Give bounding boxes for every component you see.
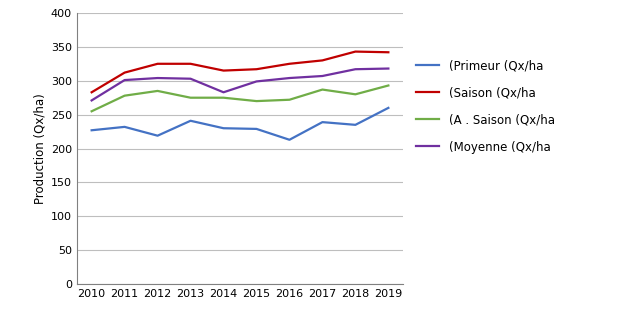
(Moyenne (Qx/ha	[187, 77, 195, 81]
(Saison (Qx/ha	[88, 90, 95, 94]
(Moyenne (Qx/ha	[220, 90, 227, 94]
Line: (Primeur (Qx/ha: (Primeur (Qx/ha	[92, 108, 388, 140]
(Saison (Qx/ha	[319, 58, 326, 62]
Legend: (Primeur (Qx/ha, (Saison (Qx/ha, (A . Saison (Qx/ha, (Moyenne (Qx/ha: (Primeur (Qx/ha, (Saison (Qx/ha, (A . Sa…	[415, 59, 555, 154]
(Primeur (Qx/ha	[285, 138, 293, 142]
Line: (Saison (Qx/ha: (Saison (Qx/ha	[92, 52, 388, 92]
(Primeur (Qx/ha	[253, 127, 260, 131]
Y-axis label: Production (Qx/ha): Production (Qx/ha)	[34, 93, 47, 204]
(Primeur (Qx/ha	[220, 126, 227, 130]
(Primeur (Qx/ha	[121, 125, 129, 129]
Line: (A . Saison (Qx/ha: (A . Saison (Qx/ha	[92, 86, 388, 111]
(A . Saison (Qx/ha	[220, 96, 227, 99]
(Saison (Qx/ha	[253, 67, 260, 71]
(Saison (Qx/ha	[187, 62, 195, 66]
(A . Saison (Qx/ha	[385, 84, 392, 88]
(Moyenne (Qx/ha	[351, 67, 359, 71]
(A . Saison (Qx/ha	[187, 96, 195, 99]
(Saison (Qx/ha	[351, 50, 359, 54]
(Saison (Qx/ha	[154, 62, 161, 66]
(A . Saison (Qx/ha	[121, 94, 129, 98]
(Primeur (Qx/ha	[88, 128, 95, 132]
(Saison (Qx/ha	[121, 71, 129, 75]
(Saison (Qx/ha	[220, 68, 227, 72]
(A . Saison (Qx/ha	[285, 98, 293, 102]
(Saison (Qx/ha	[385, 50, 392, 54]
(A . Saison (Qx/ha	[88, 109, 95, 113]
(Primeur (Qx/ha	[154, 134, 161, 138]
Line: (Moyenne (Qx/ha: (Moyenne (Qx/ha	[92, 68, 388, 100]
(A . Saison (Qx/ha	[253, 99, 260, 103]
(Moyenne (Qx/ha	[385, 67, 392, 70]
(Primeur (Qx/ha	[319, 120, 326, 124]
(Primeur (Qx/ha	[187, 119, 195, 123]
(Primeur (Qx/ha	[385, 106, 392, 110]
(Moyenne (Qx/ha	[253, 79, 260, 83]
(Primeur (Qx/ha	[351, 123, 359, 127]
(Moyenne (Qx/ha	[88, 99, 95, 102]
(Moyenne (Qx/ha	[121, 78, 129, 82]
(Moyenne (Qx/ha	[154, 76, 161, 80]
(A . Saison (Qx/ha	[319, 88, 326, 91]
(A . Saison (Qx/ha	[351, 92, 359, 96]
(Moyenne (Qx/ha	[285, 76, 293, 80]
(Moyenne (Qx/ha	[319, 74, 326, 78]
(Saison (Qx/ha	[285, 62, 293, 66]
(A . Saison (Qx/ha	[154, 89, 161, 93]
